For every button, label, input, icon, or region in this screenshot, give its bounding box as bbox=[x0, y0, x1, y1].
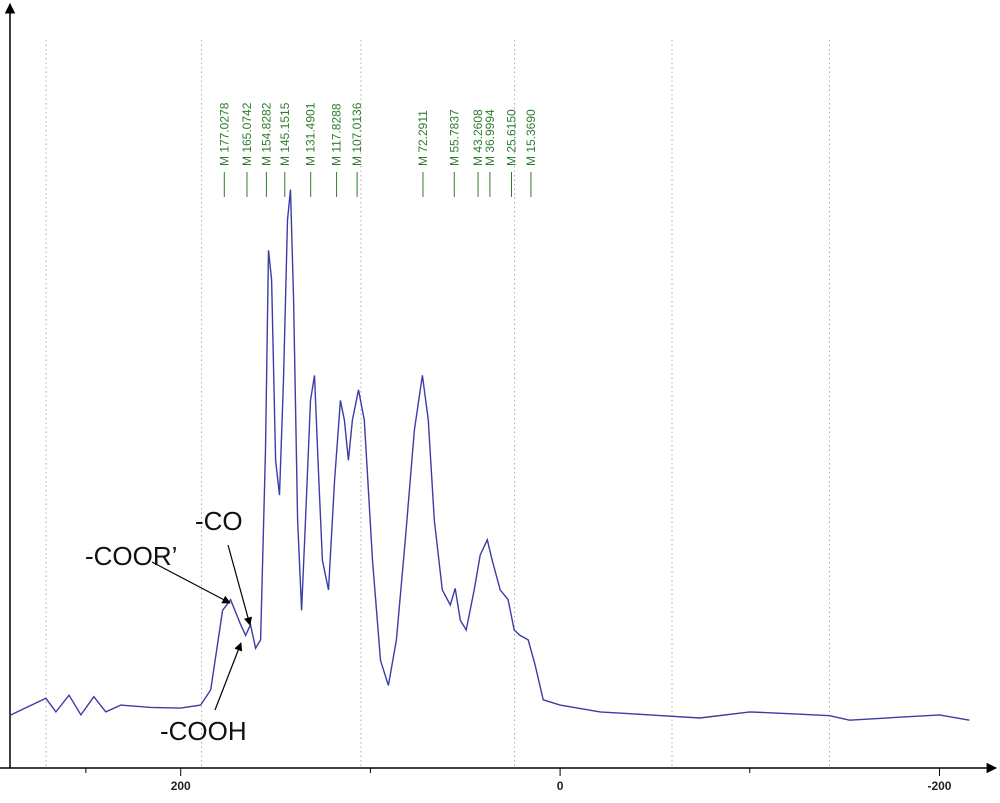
peak-label: M 15.3690 bbox=[524, 109, 538, 166]
spectrum-line bbox=[10, 189, 970, 721]
annotation: -COOH bbox=[160, 716, 247, 746]
x-tick-label: -200 bbox=[927, 779, 951, 793]
peak-label: M 72.2911 bbox=[416, 110, 430, 166]
peak-label: M 177.0278 bbox=[217, 102, 231, 166]
peak-label: M 165.0742 bbox=[240, 102, 254, 166]
annotation: -COOR’ bbox=[85, 541, 177, 571]
peak-label: M 117.8288 bbox=[330, 103, 344, 166]
annotation-arrow bbox=[151, 561, 231, 604]
peak-label: M 107.0136 bbox=[350, 102, 364, 166]
annotation-arrow bbox=[214, 642, 243, 711]
annotation-arrow bbox=[227, 544, 253, 626]
peak-label: M 25.6150 bbox=[505, 109, 519, 166]
annotation: -CO bbox=[195, 506, 243, 536]
x-tick-label: 0 bbox=[557, 779, 564, 793]
peak-label: M 43.2608 bbox=[471, 109, 485, 166]
x-tick-label: 200 bbox=[171, 779, 191, 793]
peak-label: M 154.8282 bbox=[259, 102, 273, 166]
peak-label: M 36.9994 bbox=[483, 109, 497, 166]
peak-label: M 55.7837 bbox=[447, 109, 461, 166]
peak-label: M 145.1515 bbox=[278, 102, 292, 166]
peak-label: M 131.4901 bbox=[304, 102, 318, 166]
